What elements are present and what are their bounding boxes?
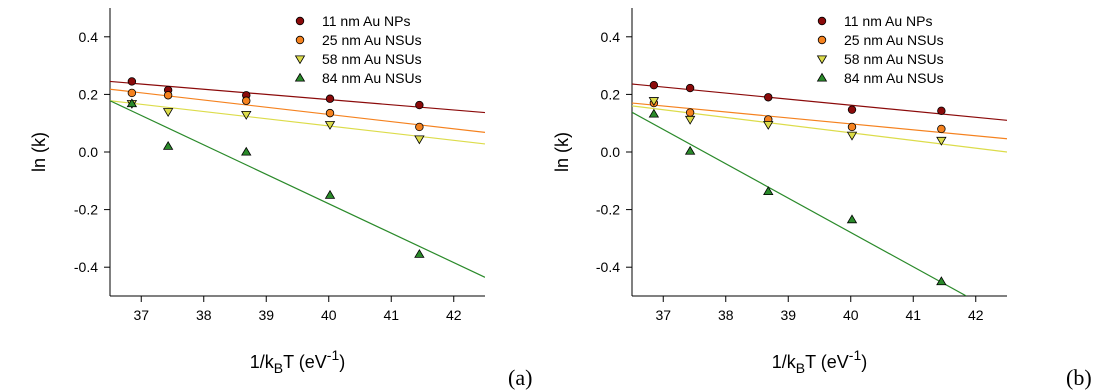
legend-marker: [295, 16, 305, 26]
legend-label: 84 nm Au NSUs: [844, 70, 944, 86]
y-tick-label: 0.2: [79, 86, 99, 102]
legend-label: 58 nm Au NSUs: [844, 51, 944, 67]
legend-label: 11 nm Au NPs: [844, 13, 932, 29]
panel-label: (a): [508, 365, 532, 390]
y-tick-label: 0.4: [79, 29, 99, 45]
legend-marker: [817, 35, 827, 45]
data-point: [126, 98, 138, 108]
data-point: [846, 214, 858, 224]
x-tick-label: 41: [905, 307, 921, 323]
x-tick-label: 37: [133, 307, 149, 323]
data-point: [685, 83, 695, 93]
legend-marker: [294, 72, 306, 82]
legend-marker: [816, 55, 828, 65]
legend-marker: [295, 35, 305, 45]
y-tick-label: 0.4: [601, 29, 621, 45]
data-point: [684, 145, 696, 155]
fit-line: [632, 83, 1007, 121]
data-point: [764, 93, 773, 102]
data-point: [763, 121, 774, 130]
data-point: [763, 186, 774, 196]
x-tick-label: 38: [196, 307, 212, 323]
chart-panel: 37 38 39 40 41 42 -0.4 -0.2 0.0 0.2 0.4 ln (k) 1/kBT…: [552, 8, 1092, 390]
fit-line: [110, 100, 485, 278]
data-point: [242, 96, 251, 105]
data-point: [324, 189, 336, 199]
legend-label: 11 nm Au NPs: [322, 13, 410, 29]
data-point: [936, 136, 947, 146]
x-axis-label: 1/kBT (eV-1): [250, 347, 346, 376]
data-point: [648, 97, 660, 107]
legend-label: 58 nm Au NSUs: [322, 51, 422, 67]
legend-marker: [816, 72, 828, 82]
x-tick-label: 38: [718, 307, 734, 323]
data-point: [162, 140, 174, 150]
data-point: [684, 115, 696, 125]
data-point: [685, 108, 695, 117]
x-tick-label: 40: [843, 307, 859, 323]
y-tick-label: 0.0: [79, 144, 99, 160]
data-point: [241, 111, 252, 120]
data-point: [648, 108, 660, 118]
x-tick-label: 41: [383, 307, 399, 323]
legend-marker: [294, 55, 306, 65]
y-tick-label: 0.2: [601, 86, 621, 102]
y-tick-label: 0.0: [601, 144, 621, 160]
legend-marker: [817, 16, 827, 26]
data-point: [847, 122, 857, 132]
x-tick-label: 37: [655, 307, 671, 323]
data-point: [325, 94, 335, 103]
legend-label: 25 nm Au NSUs: [322, 32, 422, 48]
data-point: [415, 100, 424, 110]
fit-line: [632, 111, 967, 296]
data-point: [127, 77, 137, 86]
y-tick-label: -0.4: [74, 259, 98, 275]
data-point: [937, 124, 946, 134]
fit-line: [632, 102, 1007, 140]
x-tick-label: 40: [321, 307, 337, 323]
data-point: [937, 106, 946, 116]
data-point: [415, 122, 424, 132]
data-point: [649, 80, 659, 90]
x-tick-label: 39: [780, 307, 796, 323]
data-point: [241, 146, 252, 156]
data-point: [846, 131, 858, 141]
y-axis-label: ln (k): [552, 132, 572, 172]
legend-label: 25 nm Au NSUs: [844, 32, 944, 48]
fit-line: [110, 100, 485, 145]
data-point: [414, 248, 425, 258]
panel-label: (b): [1066, 365, 1092, 390]
data-point: [162, 108, 174, 117]
y-tick-label: -0.2: [596, 202, 620, 218]
x-tick-label: 39: [258, 307, 274, 323]
data-point: [847, 105, 857, 114]
fit-line: [632, 105, 1007, 153]
y-tick-label: -0.4: [596, 259, 620, 275]
chart-panel: 37 38 39 40 41 42 -0.4 -0.2 0.0 0.2 0.4 ln (k) 1/kBT…: [29, 8, 532, 390]
x-axis-label: 1/kBT (eV-1): [772, 347, 868, 376]
data-point: [936, 276, 947, 286]
x-tick-label: 42: [968, 307, 984, 323]
data-point: [414, 135, 425, 145]
data-point: [127, 88, 137, 98]
y-tick-label: -0.2: [74, 202, 98, 218]
legend-label: 84 nm Au NSUs: [322, 70, 422, 86]
y-axis-label: ln (k): [29, 132, 49, 172]
x-tick-label: 42: [446, 307, 462, 323]
data-point: [163, 91, 173, 100]
data-point: [324, 121, 336, 130]
data-point: [325, 108, 335, 118]
